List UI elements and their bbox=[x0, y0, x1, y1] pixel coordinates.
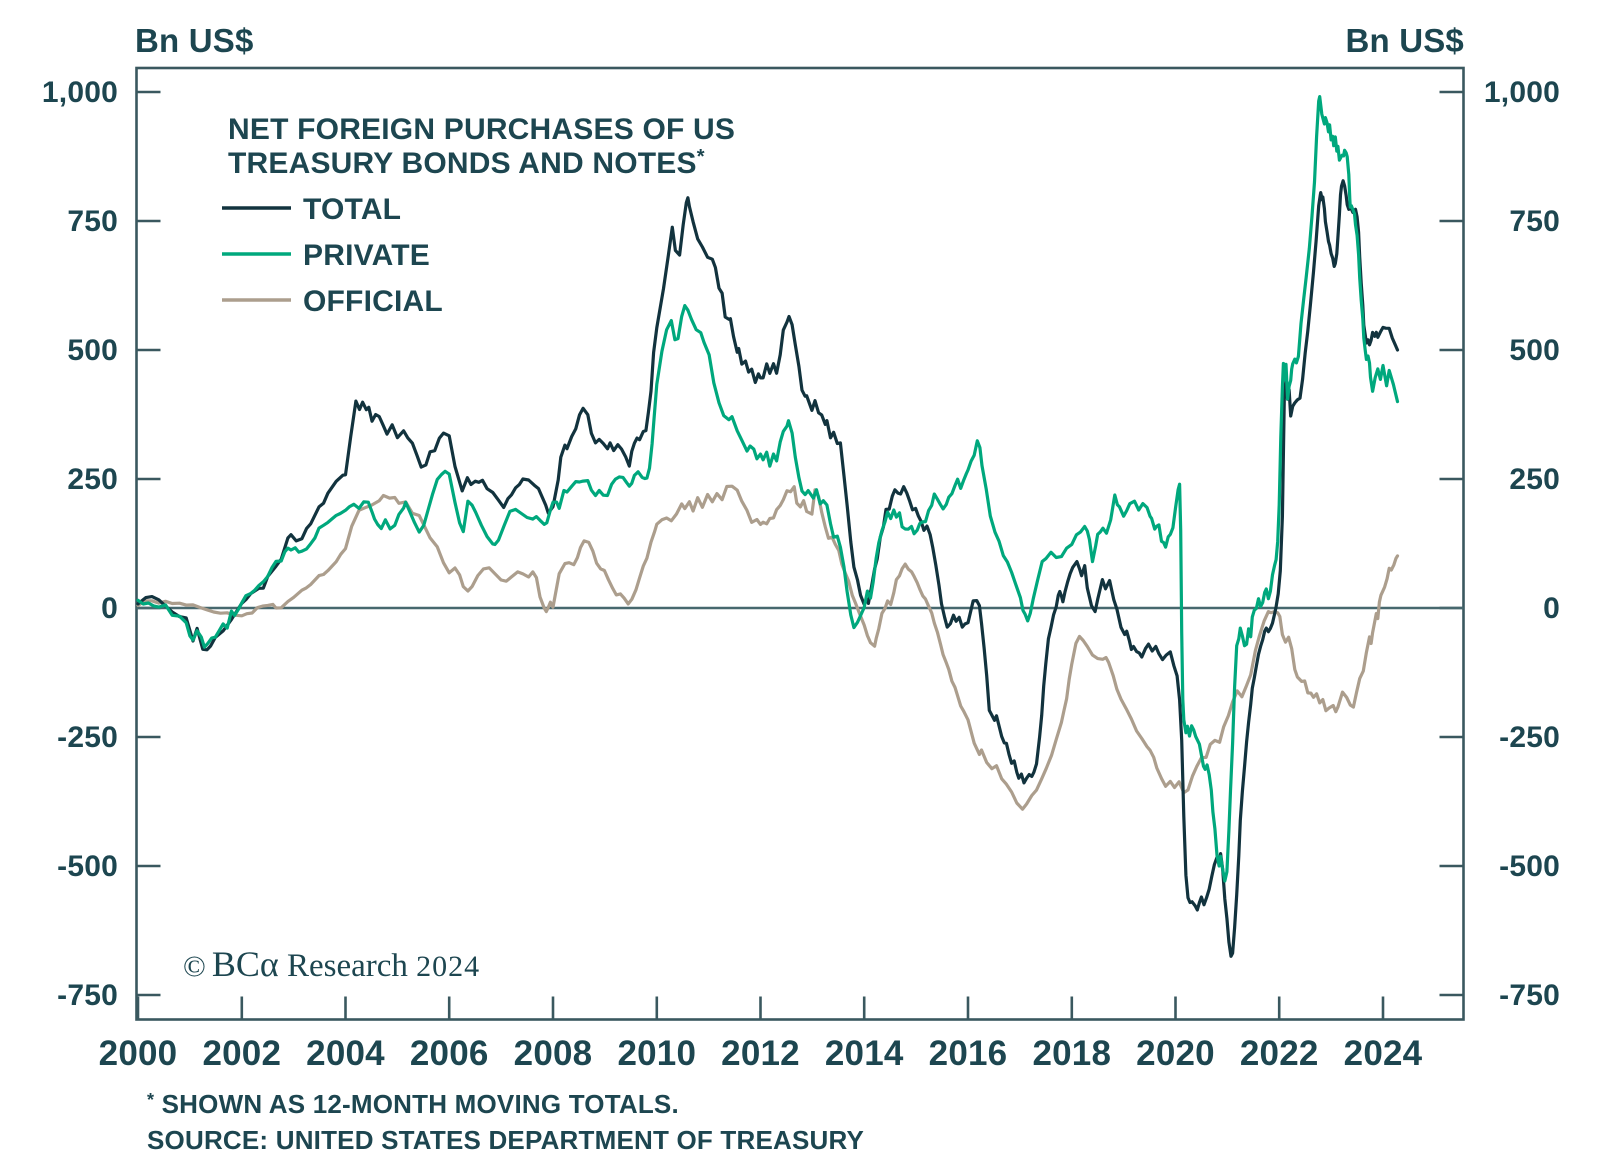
svg-text:OFFICIAL: OFFICIAL bbox=[303, 285, 443, 318]
svg-text:SOURCE: UNITED STATES DEPARTME: SOURCE: UNITED STATES DEPARTMENT OF TREA… bbox=[147, 1125, 864, 1155]
svg-text:2010: 2010 bbox=[617, 1034, 696, 1073]
svg-text:-500: -500 bbox=[57, 850, 118, 883]
svg-text:-750: -750 bbox=[1499, 979, 1560, 1012]
svg-text:250: 250 bbox=[67, 463, 118, 496]
svg-text:2024: 2024 bbox=[1344, 1034, 1423, 1073]
svg-text:2020: 2020 bbox=[1136, 1034, 1215, 1073]
svg-text:2006: 2006 bbox=[410, 1034, 489, 1073]
svg-text:0: 0 bbox=[101, 592, 118, 625]
svg-text:2000: 2000 bbox=[99, 1034, 178, 1073]
svg-text:-250: -250 bbox=[57, 721, 118, 754]
svg-text:2014: 2014 bbox=[825, 1034, 904, 1073]
svg-text:750: 750 bbox=[67, 205, 118, 238]
svg-text:NET FOREIGN PURCHASES OF US: NET FOREIGN PURCHASES OF US bbox=[228, 113, 735, 146]
svg-text:Bn US$: Bn US$ bbox=[135, 22, 254, 59]
svg-text:2016: 2016 bbox=[929, 1034, 1008, 1073]
svg-text:2002: 2002 bbox=[202, 1034, 281, 1073]
svg-text:2022: 2022 bbox=[1240, 1034, 1319, 1073]
svg-text:1,000: 1,000 bbox=[42, 76, 118, 109]
svg-text:500: 500 bbox=[67, 334, 118, 367]
svg-text:2004: 2004 bbox=[306, 1034, 385, 1073]
svg-text:-750: -750 bbox=[57, 979, 118, 1012]
svg-text:750: 750 bbox=[1509, 205, 1560, 238]
svg-text:Bn US$: Bn US$ bbox=[1345, 22, 1464, 59]
svg-text:250: 250 bbox=[1509, 463, 1560, 496]
svg-text:TREASURY BONDS AND NOTES*: TREASURY BONDS AND NOTES* bbox=[228, 146, 705, 180]
svg-text:TOTAL: TOTAL bbox=[303, 193, 401, 226]
svg-text:-500: -500 bbox=[1499, 850, 1560, 883]
svg-text:2012: 2012 bbox=[721, 1034, 800, 1073]
svg-text:© BCα Research 2024: © BCα Research 2024 bbox=[183, 944, 480, 984]
svg-text:* SHOWN AS 12-MONTH MOVING TOT: * SHOWN AS 12-MONTH MOVING TOTALS. bbox=[147, 1089, 679, 1119]
svg-text:-250: -250 bbox=[1499, 721, 1560, 754]
svg-text:0: 0 bbox=[1543, 592, 1560, 625]
svg-text:500: 500 bbox=[1509, 334, 1560, 367]
svg-text:2008: 2008 bbox=[514, 1034, 593, 1073]
svg-text:1,000: 1,000 bbox=[1484, 76, 1560, 109]
svg-text:2018: 2018 bbox=[1032, 1034, 1111, 1073]
svg-text:PRIVATE: PRIVATE bbox=[303, 239, 430, 272]
